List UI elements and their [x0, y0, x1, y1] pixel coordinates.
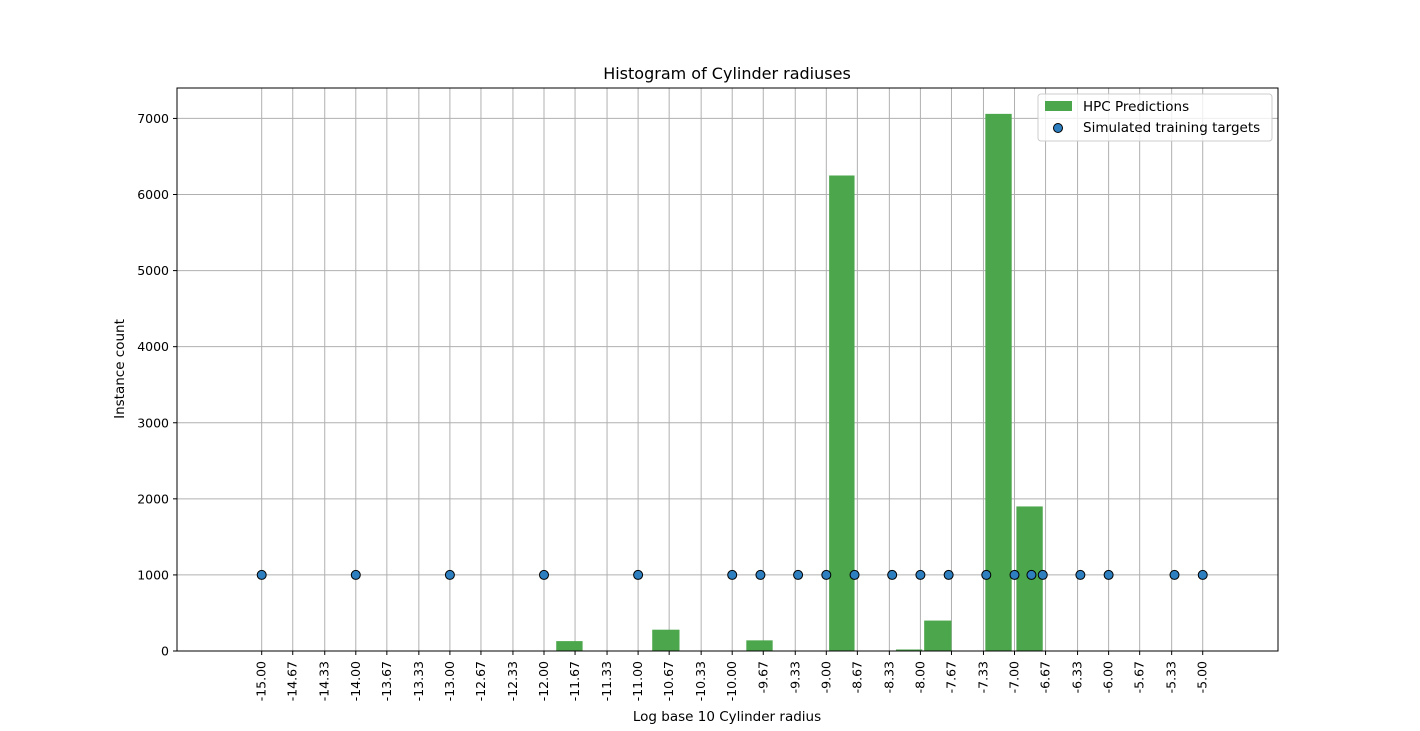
- scatter-point: [755, 569, 766, 580]
- scatter-series-training-targets: [256, 569, 1208, 580]
- y-tick-label: 1000: [137, 567, 169, 582]
- x-tick-label: -11.33: [599, 661, 614, 701]
- x-tick-label: -11.00: [630, 661, 645, 701]
- scatter-point: [444, 569, 455, 580]
- scatter-point: [849, 569, 860, 580]
- legend-swatch-hpc-predictions: [1045, 101, 1072, 111]
- x-tick-label: -6.33: [1070, 661, 1085, 693]
- x-tick-label: -8.67: [849, 661, 864, 693]
- histogram-bar: [895, 649, 923, 651]
- plot-frame: [176, 87, 1279, 652]
- x-tick-label: -5.00: [1195, 661, 1210, 693]
- histogram-bar: [556, 641, 583, 651]
- x-tick-label: -6.67: [1038, 661, 1053, 693]
- y-tick-label: 5000: [137, 263, 169, 278]
- x-tick-label: -12.33: [505, 661, 520, 701]
- scatter-point: [1169, 569, 1180, 580]
- x-tick-label: -10.67: [661, 661, 676, 701]
- grid-lines: [177, 88, 1278, 652]
- x-tick-label: -9.67: [755, 661, 770, 693]
- scatter-point: [256, 569, 267, 580]
- x-tick-label: -5.67: [1132, 661, 1147, 693]
- x-tick-label: -6.00: [1101, 661, 1116, 693]
- x-tick-label: -11.67: [567, 661, 582, 701]
- scatter-point: [943, 569, 954, 580]
- scatter-point: [793, 569, 804, 580]
- y-tick-label: 4000: [137, 339, 169, 354]
- legend-swatch-training-targets: [1053, 123, 1063, 133]
- scatter-point: [821, 569, 832, 580]
- chart-title: Histogram of Cylinder radiuses: [603, 64, 851, 83]
- x-tick-label: -14.67: [285, 661, 300, 701]
- scatter-point: [350, 569, 361, 580]
- bar-series-hpc-predictions: [556, 113, 1043, 652]
- x-tick-label: -9.33: [787, 661, 802, 693]
- x-tick-label: -7.67: [943, 661, 958, 693]
- x-tick-label: -10.00: [724, 661, 739, 701]
- scatter-point: [539, 569, 549, 580]
- x-tick-label: -8.00: [912, 661, 927, 693]
- scatter-point: [1026, 569, 1037, 580]
- x-tick-label: -9.00: [818, 661, 833, 693]
- y-tick-label: 0: [161, 644, 169, 659]
- histogram-bar: [829, 175, 855, 652]
- x-tick-label: -14.33: [317, 661, 332, 701]
- x-tick-label: -13.33: [411, 661, 426, 701]
- x-tick-label: -12.00: [536, 661, 551, 701]
- y-tick-label: 2000: [137, 491, 169, 506]
- x-tick-label: -15.00: [254, 661, 269, 701]
- x-tick-label: -13.00: [442, 661, 457, 701]
- x-tick-label: -12.67: [473, 661, 488, 701]
- x-axis-label: Log base 10 Cylinder radius: [633, 709, 821, 725]
- histogram-bar: [985, 113, 1012, 652]
- scatter-point: [1009, 569, 1020, 580]
- x-tick-label: -7.00: [1007, 661, 1022, 693]
- scatter-point: [727, 569, 738, 580]
- scatter-point: [887, 569, 898, 580]
- histogram-bar: [746, 640, 773, 651]
- x-tick-label: -14.00: [348, 661, 363, 701]
- scatter-point: [1037, 569, 1048, 580]
- y-axis-ticks: 0 1000 2000 3000 4000 5000 6000 7000: [137, 111, 177, 659]
- x-tick-label: -8.33: [881, 661, 896, 693]
- scatter-point: [1075, 569, 1086, 580]
- x-tick-label: -13.67: [379, 661, 394, 701]
- legend-label-training-targets: Simulated training targets: [1083, 120, 1260, 136]
- legend: HPC Predictions Simulated training targe…: [1037, 93, 1273, 142]
- x-tick-label: -7.33: [975, 661, 990, 693]
- scatter-point: [1197, 569, 1208, 580]
- y-tick-label: 3000: [137, 415, 169, 430]
- histogram-bar: [652, 629, 680, 651]
- legend-box: [1037, 93, 1273, 142]
- scatter-point: [1103, 569, 1114, 580]
- scatter-point: [981, 569, 992, 580]
- x-tick-label: -5.33: [1164, 661, 1179, 693]
- y-tick-label: 7000: [137, 111, 169, 126]
- histogram-bar: [924, 620, 952, 651]
- y-tick-label: 6000: [137, 187, 169, 202]
- legend-label-hpc-predictions: HPC Predictions: [1083, 99, 1189, 115]
- x-axis-ticks: -15.00 -14.67 -14.33 -14.00 -13.67 -13.33 -13.…: [254, 651, 1210, 701]
- x-tick-label: -10.33: [693, 661, 708, 701]
- scatter-point: [633, 569, 644, 580]
- y-axis-label: Instance count: [112, 319, 128, 419]
- scatter-point: [915, 569, 926, 580]
